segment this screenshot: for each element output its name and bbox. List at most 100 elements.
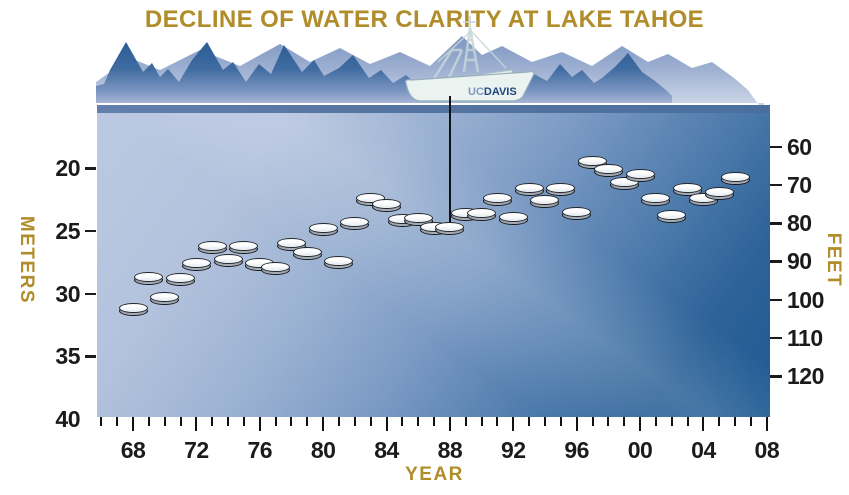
secchi-disk-marker (197, 240, 227, 254)
year-tick (543, 417, 546, 426)
year-tick-label: 76 (247, 437, 273, 463)
year-tick (179, 417, 182, 426)
disk-face (118, 303, 148, 314)
year-tick (464, 417, 467, 426)
year-tick-label: 84 (374, 437, 399, 463)
secchi-disk-marker (181, 258, 211, 272)
secchi-disk-marker (514, 182, 544, 196)
feet-tick-label: 80 (787, 210, 812, 237)
disk-face (150, 292, 180, 303)
year-tick (607, 417, 610, 426)
disk-face (562, 206, 592, 217)
feet-tick (770, 183, 782, 187)
disk-face (498, 211, 528, 222)
secchi-disk-marker (118, 303, 148, 317)
year-tick (433, 417, 436, 426)
year-tick (670, 417, 673, 426)
disk-face (641, 192, 671, 203)
feet-tick (770, 222, 782, 225)
year-tick (258, 417, 261, 431)
year-tick (100, 417, 103, 426)
year-tick-label: 72 (184, 437, 209, 463)
year-tick (227, 417, 230, 426)
secchi-disk-marker (166, 273, 196, 287)
year-tick (686, 417, 689, 426)
year-tick-label: 04 (691, 437, 716, 463)
feet-tick-label: 70 (787, 171, 812, 198)
secchi-disk-marker (673, 182, 703, 196)
disk-face (673, 182, 703, 193)
disk-face (625, 169, 655, 180)
meters-tick (85, 167, 96, 170)
secchi-disk-marker (593, 164, 623, 177)
secchi-disk-marker (546, 182, 576, 196)
secchi-disk-marker (308, 222, 338, 236)
year-tick (765, 417, 768, 431)
year-tick (639, 417, 642, 431)
year-tick (623, 417, 626, 426)
disk-face (324, 255, 354, 266)
year-tick (147, 417, 150, 426)
meters-tick (85, 292, 96, 295)
feet-tick-label: 110 (787, 324, 823, 351)
disk-face (657, 210, 687, 221)
year-tick (734, 417, 737, 426)
year-tick (132, 417, 134, 431)
disk-face (292, 246, 322, 257)
year-tick (274, 417, 277, 426)
year-tick (528, 417, 531, 426)
feet-tick (770, 298, 782, 302)
year-tick (337, 417, 340, 426)
secchi-disk-marker (641, 192, 671, 206)
year-tick (385, 417, 388, 431)
meters-tick-label: 30 (55, 280, 80, 307)
secchi-disk-marker (482, 192, 512, 206)
feet-tick (770, 375, 782, 378)
year-tick (575, 417, 578, 431)
front-range (96, 42, 672, 103)
year-tick-label: 80 (310, 437, 336, 463)
disk-face (261, 261, 291, 272)
disk-face (482, 192, 512, 203)
year-tick (417, 417, 420, 426)
year-tick (322, 417, 325, 431)
secchi-disk-marker (720, 171, 750, 185)
year-tick-label: 08 (754, 437, 780, 463)
secchi-disk-marker (403, 212, 433, 226)
year-tick-label: 92 (501, 437, 526, 463)
feet-tick (770, 145, 782, 148)
secchi-disk-marker (657, 210, 687, 224)
year-tick (480, 417, 483, 426)
meters-tick-label: 40 (55, 406, 80, 432)
year-tick (654, 417, 657, 426)
disk-face (514, 182, 544, 193)
year-tick (369, 417, 372, 426)
boat-cabin (467, 69, 516, 85)
meters-tick (85, 229, 96, 233)
feet-tick-label: 120 (787, 363, 824, 390)
disk-face (340, 216, 370, 227)
year-tick (211, 417, 214, 426)
disk-face (372, 199, 402, 210)
disk-face (213, 254, 243, 265)
uc-davis-label: UCDAVIS (468, 86, 517, 98)
meters-tick-label: 35 (55, 343, 80, 370)
meters-axis-label: METERS (16, 215, 37, 305)
secchi-line (449, 96, 451, 224)
disk-face (467, 207, 497, 218)
year-tick (290, 417, 293, 426)
disk-face (308, 222, 338, 233)
year-tick-label: 88 (437, 437, 463, 463)
secchi-disk-marker (530, 195, 560, 209)
secchi-disk-marker (150, 292, 180, 306)
secchi-disk-marker (229, 240, 259, 254)
secchi-disk-marker (324, 255, 354, 269)
feet-axis-label: FEET (823, 232, 844, 288)
year-tick (401, 417, 404, 426)
meters-tick (85, 355, 96, 358)
secchi-disk-marker (372, 199, 402, 213)
year-tick (163, 417, 166, 426)
year-tick (559, 417, 562, 426)
year-tick (749, 417, 752, 426)
